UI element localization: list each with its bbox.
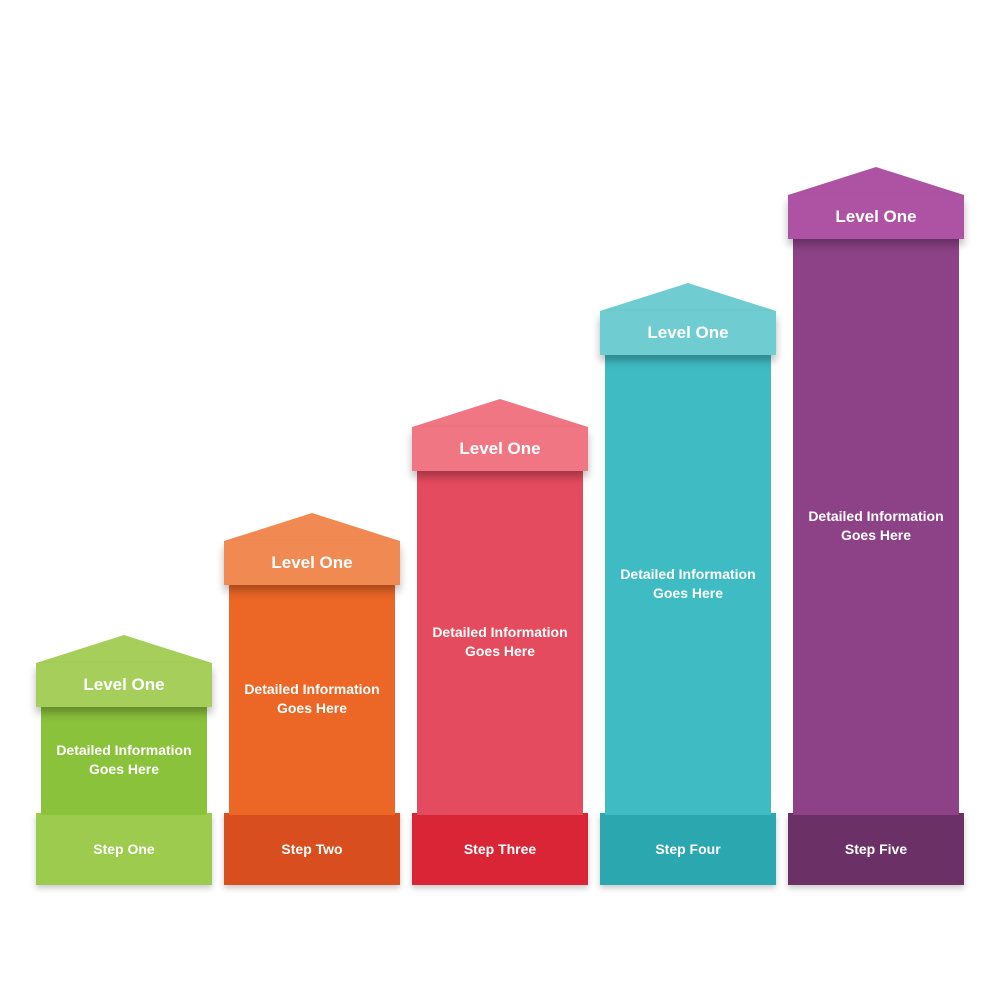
column-footer: Step Three (412, 813, 588, 885)
column-header: Level One (224, 541, 400, 585)
column-body: Detailed Information Goes Here (417, 469, 583, 815)
step-column-2: Level OneDetailed Information Goes HereS… (224, 513, 400, 885)
column-footer: Step Five (788, 813, 964, 885)
column-cap: Level One (412, 399, 588, 471)
column-body: Detailed Information Goes Here (229, 583, 395, 815)
step-column-3: Level OneDetailed Information Goes HereS… (412, 399, 588, 885)
column-roof (224, 513, 400, 541)
column-header: Level One (412, 427, 588, 471)
step-column-4: Level OneDetailed Information Goes HereS… (600, 283, 776, 885)
column-cap: Level One (788, 167, 964, 239)
column-body: Detailed Information Goes Here (793, 237, 959, 815)
step-infographic: Level OneDetailed Information Goes HereS… (0, 167, 1000, 885)
column-roof (600, 283, 776, 311)
step-column-1: Level OneDetailed Information Goes HereS… (36, 635, 212, 885)
column-header: Level One (600, 311, 776, 355)
column-footer: Step Two (224, 813, 400, 885)
column-header: Level One (788, 195, 964, 239)
column-roof (36, 635, 212, 663)
column-cap: Level One (224, 513, 400, 585)
column-cap: Level One (36, 635, 212, 707)
column-roof (412, 399, 588, 427)
column-body: Detailed Information Goes Here (605, 353, 771, 815)
column-body: Detailed Information Goes Here (41, 705, 207, 815)
step-column-5: Level OneDetailed Information Goes HereS… (788, 167, 964, 885)
column-header: Level One (36, 663, 212, 707)
column-roof (788, 167, 964, 195)
column-footer: Step One (36, 813, 212, 885)
column-footer: Step Four (600, 813, 776, 885)
column-cap: Level One (600, 283, 776, 355)
